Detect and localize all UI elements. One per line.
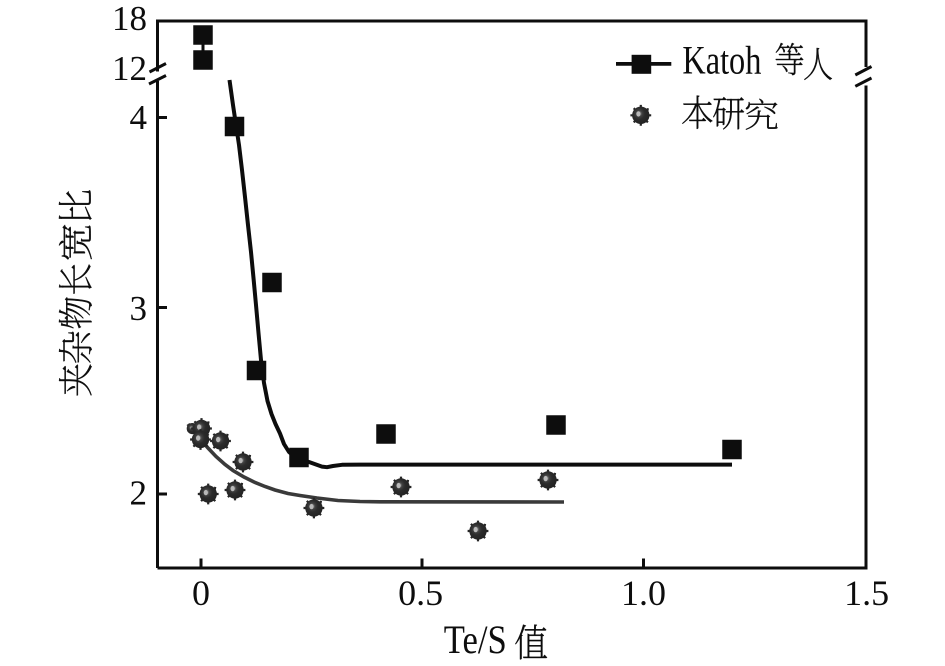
svg-text:3: 3: [130, 289, 148, 328]
svg-text:18: 18: [112, 0, 147, 38]
svg-text:2: 2: [130, 474, 148, 513]
svg-text:1.5: 1.5: [844, 573, 889, 613]
svg-text:0: 0: [192, 573, 210, 613]
svg-text:4: 4: [130, 98, 148, 137]
svg-text:12: 12: [112, 49, 147, 88]
svg-text:Katoh: Katoh: [682, 37, 761, 82]
svg-text:1.0: 1.0: [621, 573, 666, 613]
svg-text:Te/S: Te/S: [444, 617, 507, 662]
svg-text:0.5: 0.5: [398, 573, 443, 613]
